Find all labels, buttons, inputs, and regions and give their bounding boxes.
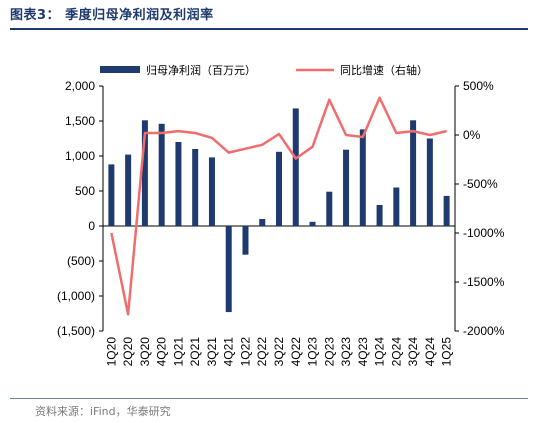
category-label-1Q25: 1Q25 bbox=[440, 337, 454, 367]
source-divider bbox=[10, 398, 528, 399]
category-label-3Q20: 3Q20 bbox=[138, 337, 152, 367]
source-note: 资料来源：iFind，华泰研究 bbox=[35, 405, 171, 418]
right-tick-label: -1500% bbox=[463, 275, 505, 289]
category-label-1Q24: 1Q24 bbox=[373, 337, 387, 367]
category-label-4Q20: 4Q20 bbox=[155, 337, 169, 367]
bar-2Q21 bbox=[192, 149, 199, 226]
category-label-2Q20: 2Q20 bbox=[121, 337, 135, 367]
left-tick-label: 500 bbox=[75, 184, 95, 198]
bar-1Q22 bbox=[242, 226, 249, 255]
bar-3Q21 bbox=[208, 157, 215, 226]
legend: 归母净利润（百万元） 同比增速（右轴） bbox=[100, 63, 428, 77]
bar-2Q22 bbox=[259, 219, 266, 226]
category-label-2Q24: 2Q24 bbox=[389, 337, 403, 367]
right-tick-label: 500% bbox=[463, 79, 494, 93]
category-label-4Q23: 4Q23 bbox=[356, 337, 370, 367]
category-label-2Q21: 2Q21 bbox=[188, 337, 202, 367]
bar-4Q21 bbox=[225, 226, 232, 313]
bar-3Q24 bbox=[410, 120, 417, 226]
left-tick-label: 2,000 bbox=[65, 79, 95, 93]
left-tick-label: (1,000) bbox=[57, 289, 95, 303]
bar-2Q23 bbox=[326, 191, 333, 226]
legend-bar-swatch bbox=[100, 66, 140, 73]
left-tick-label: 1,500 bbox=[65, 114, 95, 128]
title-divider bbox=[10, 28, 528, 30]
bar-1Q24 bbox=[376, 205, 383, 226]
bar-2Q20 bbox=[125, 154, 132, 226]
bar-1Q21 bbox=[175, 142, 182, 226]
right-tick-label: -2000% bbox=[463, 324, 505, 338]
right-tick-label: 0% bbox=[463, 128, 481, 142]
category-label-3Q24: 3Q24 bbox=[406, 337, 420, 367]
legend-line-label: 同比增速（右轴） bbox=[340, 63, 428, 77]
left-tick-label: (500) bbox=[67, 254, 95, 268]
category-label-1Q22: 1Q22 bbox=[238, 337, 252, 367]
category-label-3Q22: 3Q22 bbox=[272, 337, 286, 367]
bar-4Q22 bbox=[292, 108, 299, 226]
bar-4Q24 bbox=[426, 138, 433, 226]
category-label-4Q21: 4Q21 bbox=[222, 337, 236, 367]
category-label-2Q22: 2Q22 bbox=[255, 337, 269, 367]
left-tick-label: (1,500) bbox=[57, 324, 95, 338]
legend-bar-label: 归母净利润（百万元） bbox=[146, 63, 256, 77]
bar-1Q20 bbox=[108, 164, 115, 226]
bar-4Q23 bbox=[359, 129, 366, 226]
bar-3Q23 bbox=[343, 149, 350, 226]
bar-3Q22 bbox=[276, 151, 282, 226]
bar-1Q25 bbox=[443, 195, 450, 226]
bar-3Q20 bbox=[141, 120, 148, 226]
left-tick-label: 1,000 bbox=[65, 149, 95, 163]
category-label-3Q23: 3Q23 bbox=[339, 337, 353, 367]
category-label-1Q23: 1Q23 bbox=[306, 337, 320, 367]
category-label-4Q24: 4Q24 bbox=[423, 337, 437, 367]
right-tick-label: -1000% bbox=[463, 226, 505, 240]
category-label-3Q21: 3Q21 bbox=[205, 337, 219, 367]
category-label-2Q23: 2Q23 bbox=[322, 337, 336, 367]
bar-2Q24 bbox=[393, 187, 400, 226]
chart-title: 图表3： 季度归母净利润及利润率 bbox=[10, 8, 214, 23]
category-label-1Q21: 1Q21 bbox=[171, 337, 185, 367]
category-label-4Q22: 4Q22 bbox=[289, 337, 303, 367]
bar-4Q20 bbox=[158, 123, 165, 226]
right-tick-label: -500% bbox=[463, 177, 498, 191]
profit-chart: 归母净利润（百万元） 同比增速（右轴） 2,000 1,500 1,000 500 0 (… bbox=[57, 63, 505, 367]
left-tick-label: 0 bbox=[88, 219, 95, 233]
bar-1Q23 bbox=[309, 221, 316, 226]
category-label-1Q20: 1Q20 bbox=[104, 337, 118, 367]
